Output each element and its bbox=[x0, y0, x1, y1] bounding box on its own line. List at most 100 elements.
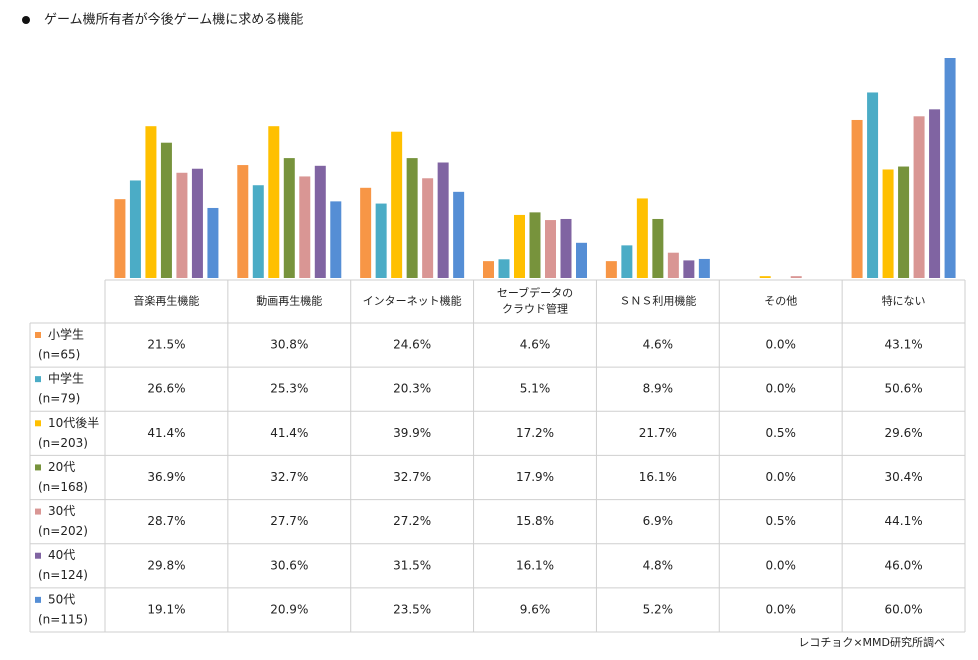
bar bbox=[391, 131, 403, 278]
legend-swatch bbox=[35, 376, 41, 383]
bar bbox=[314, 165, 326, 278]
bar bbox=[545, 220, 556, 278]
legend-sample: (n=65) bbox=[38, 348, 80, 362]
value-label: 4.6% bbox=[520, 338, 551, 352]
category-label: 音楽再生機能 bbox=[133, 294, 199, 308]
value-label: 9.6% bbox=[520, 602, 551, 616]
bar bbox=[851, 119, 863, 278]
value-label: 60.0% bbox=[885, 602, 923, 616]
category-label: その他 bbox=[764, 295, 797, 308]
bar bbox=[636, 198, 648, 278]
value-label: 17.9% bbox=[516, 470, 554, 484]
bar bbox=[191, 168, 203, 278]
source: レコチョク×MMD研究所調べ bbox=[798, 635, 945, 649]
value-label: 26.6% bbox=[147, 382, 185, 396]
value-label: 0.0% bbox=[765, 558, 796, 572]
value-label: 46.0% bbox=[885, 558, 923, 572]
legend-sample: (n=79) bbox=[38, 392, 80, 406]
bar bbox=[375, 203, 387, 278]
bar bbox=[360, 187, 372, 278]
bar bbox=[683, 260, 695, 278]
bar bbox=[621, 245, 633, 278]
bar bbox=[437, 162, 449, 278]
category-label: ＳＮＳ利用機能 bbox=[619, 294, 696, 308]
bar bbox=[898, 166, 910, 278]
legend-swatch bbox=[35, 552, 41, 559]
value-label: 32.7% bbox=[270, 470, 308, 484]
value-label: 29.6% bbox=[885, 426, 923, 440]
value-label: 0.0% bbox=[765, 470, 796, 484]
legend-swatch bbox=[35, 332, 41, 338]
legend-sample: (n=203) bbox=[38, 436, 88, 450]
value-label: 6.9% bbox=[643, 514, 674, 528]
bar bbox=[160, 142, 172, 278]
bar bbox=[453, 191, 465, 278]
bar bbox=[498, 259, 510, 278]
category-label: セーブデータのクラウド管理 bbox=[497, 286, 573, 316]
legend-swatch bbox=[35, 464, 41, 471]
legend-label: 40代 bbox=[48, 548, 75, 562]
bar bbox=[560, 218, 572, 278]
value-label: 29.8% bbox=[147, 558, 185, 572]
bar bbox=[207, 207, 219, 278]
bar bbox=[283, 158, 295, 278]
value-label: 8.9% bbox=[643, 382, 674, 396]
value-label: 30.4% bbox=[885, 470, 923, 484]
category-label: 特にない bbox=[882, 294, 926, 308]
bar bbox=[176, 172, 188, 278]
bar bbox=[299, 176, 311, 278]
bar bbox=[268, 126, 280, 278]
value-label: 32.7% bbox=[393, 470, 431, 484]
bar bbox=[514, 214, 525, 278]
value-label: 28.7% bbox=[147, 514, 185, 528]
value-label: 0.0% bbox=[765, 602, 796, 616]
bar bbox=[913, 116, 925, 278]
value-label: 30.6% bbox=[270, 558, 308, 572]
chart-title: ゲーム機所有者が今後ゲーム機に求める機能 bbox=[44, 12, 303, 28]
value-label: 41.4% bbox=[147, 426, 185, 440]
bar bbox=[605, 261, 617, 278]
value-label: 50.6% bbox=[885, 382, 923, 396]
value-label: 21.5% bbox=[147, 338, 185, 352]
value-label: 27.2% bbox=[393, 514, 431, 528]
bar bbox=[406, 158, 418, 278]
value-label: 43.1% bbox=[885, 338, 923, 352]
value-label: 5.1% bbox=[520, 382, 551, 396]
value-label: 21.7% bbox=[639, 426, 677, 440]
legend-label: 中学生 bbox=[48, 371, 84, 386]
value-label: 0.0% bbox=[765, 382, 796, 396]
legend-swatch bbox=[35, 420, 41, 427]
bar bbox=[652, 218, 664, 278]
value-label: 20.9% bbox=[270, 602, 308, 616]
bar bbox=[867, 92, 879, 278]
value-label: 16.1% bbox=[639, 470, 677, 484]
bar bbox=[145, 126, 157, 278]
value-label: 41.4% bbox=[270, 426, 308, 440]
bar bbox=[114, 199, 126, 278]
bar bbox=[422, 178, 434, 278]
value-label: 36.9% bbox=[147, 470, 185, 484]
value-label: 31.5% bbox=[393, 558, 431, 572]
category-label: インターネット機能 bbox=[363, 294, 462, 308]
legend-swatch bbox=[35, 596, 41, 603]
value-label: 4.6% bbox=[643, 338, 674, 352]
legend-swatch bbox=[35, 508, 41, 515]
bar bbox=[576, 242, 587, 278]
value-label: 20.3% bbox=[393, 382, 431, 396]
legend-sample: (n=202) bbox=[38, 524, 88, 538]
legend-label: 30代 bbox=[48, 504, 75, 518]
value-label: 25.3% bbox=[270, 382, 308, 396]
legend-sample: (n=124) bbox=[38, 568, 88, 582]
legend-label: 20代 bbox=[48, 460, 75, 474]
bar bbox=[252, 185, 264, 278]
value-label: 5.2% bbox=[643, 602, 674, 616]
bar bbox=[790, 276, 802, 278]
value-label: 0.5% bbox=[765, 514, 796, 528]
value-label: 15.8% bbox=[516, 514, 554, 528]
value-label: 23.5% bbox=[393, 602, 431, 616]
title-bullet bbox=[22, 16, 30, 24]
bar bbox=[759, 276, 771, 278]
value-label: 30.8% bbox=[270, 338, 308, 352]
value-label: 19.1% bbox=[147, 602, 185, 616]
value-label: 0.0% bbox=[765, 338, 796, 352]
